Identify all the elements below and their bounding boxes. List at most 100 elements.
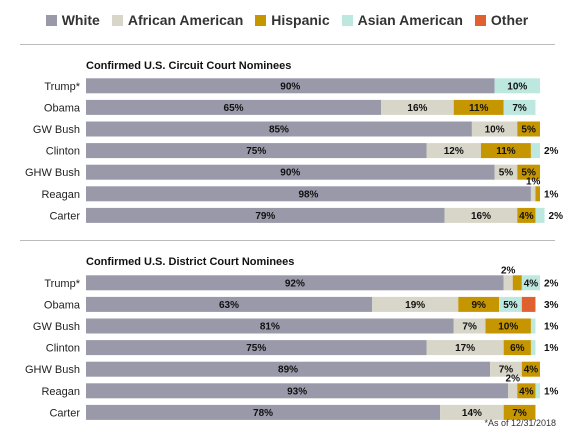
- bar-segment-african-american: [440, 404, 504, 420]
- bar-segment-asian-american: [499, 296, 522, 312]
- data-label: 11%: [469, 103, 489, 114]
- data-label: 2%: [544, 146, 559, 157]
- bar-segment-african-american: [508, 383, 518, 399]
- legend-label: Asian American: [357, 12, 463, 28]
- data-label: 7%: [499, 365, 514, 376]
- data-label: 7%: [512, 408, 527, 419]
- category-label: Reagan: [41, 386, 80, 398]
- data-label: 10%: [498, 322, 518, 333]
- category-label: Trump*: [44, 278, 80, 290]
- data-label: 12%: [444, 146, 464, 157]
- data-label: 14%: [462, 408, 482, 419]
- bar-segment-white: [86, 318, 454, 334]
- data-label: 17%: [455, 343, 475, 354]
- data-label: 4%: [524, 365, 539, 376]
- legend-label: Other: [490, 12, 529, 28]
- legend-swatch: [341, 14, 353, 26]
- data-label: 1%: [544, 386, 559, 397]
- bar-segment-other: [521, 296, 536, 312]
- bar-segment-white: [86, 207, 445, 223]
- bar-segment-hispanic: [535, 186, 540, 202]
- circuit-panel-title: Confirmed U.S. Circuit Court Nominees: [86, 60, 292, 72]
- bar-segment-white: [86, 143, 427, 159]
- bar-segment-asian-american: [535, 383, 540, 399]
- data-label: 1%: [544, 322, 559, 333]
- category-label: Clinton: [46, 146, 80, 158]
- category-label: GW Bush: [33, 321, 80, 333]
- category-label: Clinton: [46, 343, 80, 355]
- bar-segment-asian-american: [521, 275, 540, 291]
- bar-segment-african-american: [426, 340, 504, 356]
- category-label: Carter: [49, 210, 80, 222]
- data-label: 2%: [506, 373, 521, 384]
- legend-label: Hispanic: [271, 12, 330, 28]
- bar-segment-asian-american: [494, 78, 540, 94]
- data-label: 2%: [549, 211, 564, 222]
- bar-segment-white: [86, 99, 382, 115]
- bar-segment-african-american: [453, 318, 486, 334]
- bar-segment-asian-american: [530, 340, 536, 356]
- category-label: Obama: [44, 299, 81, 311]
- data-label: 90%: [280, 81, 300, 92]
- legend-item-other: Other: [474, 12, 529, 28]
- bar-segment-african-american: [490, 361, 522, 377]
- legend-swatch: [474, 14, 486, 26]
- category-label: Reagan: [41, 189, 80, 201]
- category-label: GW Bush: [33, 124, 80, 136]
- data-label: 4%: [519, 211, 534, 222]
- legend-swatch: [45, 14, 57, 26]
- data-label: 2%: [544, 278, 559, 289]
- data-label: 7%: [512, 103, 527, 114]
- bar-segment-hispanic: [517, 164, 540, 180]
- data-label: 7%: [462, 322, 477, 333]
- bar-segment-african-american: [471, 121, 518, 137]
- bar-segment-white: [86, 121, 472, 137]
- bar-segment-hispanic: [517, 207, 536, 223]
- top-divider: [20, 44, 555, 45]
- legend: White African American Hispanic Asian Ameri…: [0, 12, 574, 28]
- data-label: 79%: [255, 211, 275, 222]
- data-label: 63%: [219, 300, 239, 311]
- bar-segment-asian-american: [530, 318, 536, 334]
- data-label: 10%: [507, 81, 527, 92]
- bar-segment-white: [86, 404, 441, 420]
- bar-segment-hispanic: [458, 296, 500, 312]
- category-label: Carter: [49, 407, 80, 419]
- bar-segment-hispanic: [503, 404, 536, 420]
- bar-segment-african-american: [372, 296, 459, 312]
- bar-segment-african-american: [503, 275, 513, 291]
- data-label: 3%: [544, 300, 559, 311]
- category-label: Trump*: [44, 81, 80, 93]
- footnote: *As of 12/31/2018: [484, 418, 556, 428]
- data-label: 92%: [285, 278, 305, 289]
- legend-item-white: White: [45, 12, 100, 28]
- bar-segment-african-american: [426, 143, 481, 159]
- data-label: 19%: [405, 300, 425, 311]
- bar-segment-hispanic: [503, 340, 531, 356]
- data-label: 93%: [287, 386, 307, 397]
- bar-segment-hispanic: [521, 361, 540, 377]
- bar-segment-white: [86, 186, 531, 202]
- data-label: 10%: [485, 125, 505, 136]
- category-label: GHW Bush: [25, 167, 80, 179]
- bar-segment-white: [86, 383, 509, 399]
- bar-segment-white: [86, 275, 504, 291]
- data-label: 78%: [253, 408, 273, 419]
- data-label: 5%: [521, 168, 536, 179]
- bar-segment-hispanic: [517, 121, 540, 137]
- bar-segment-hispanic: [517, 383, 536, 399]
- legend-swatch: [255, 14, 267, 26]
- district-panel-title: Confirmed U.S. District Court Nominees: [86, 256, 295, 268]
- data-label: 81%: [260, 322, 280, 333]
- data-label: 85%: [269, 125, 289, 136]
- data-label: 75%: [246, 343, 266, 354]
- data-label: 89%: [278, 365, 298, 376]
- bar-segment-hispanic: [485, 318, 531, 334]
- data-label: 5%: [521, 125, 536, 136]
- middle-divider: [20, 240, 555, 241]
- bar-segment-hispanic: [453, 99, 504, 115]
- bar-segment-white: [86, 78, 495, 94]
- bar-segment-asian-american: [503, 99, 536, 115]
- bar-segment-african-american: [381, 99, 454, 115]
